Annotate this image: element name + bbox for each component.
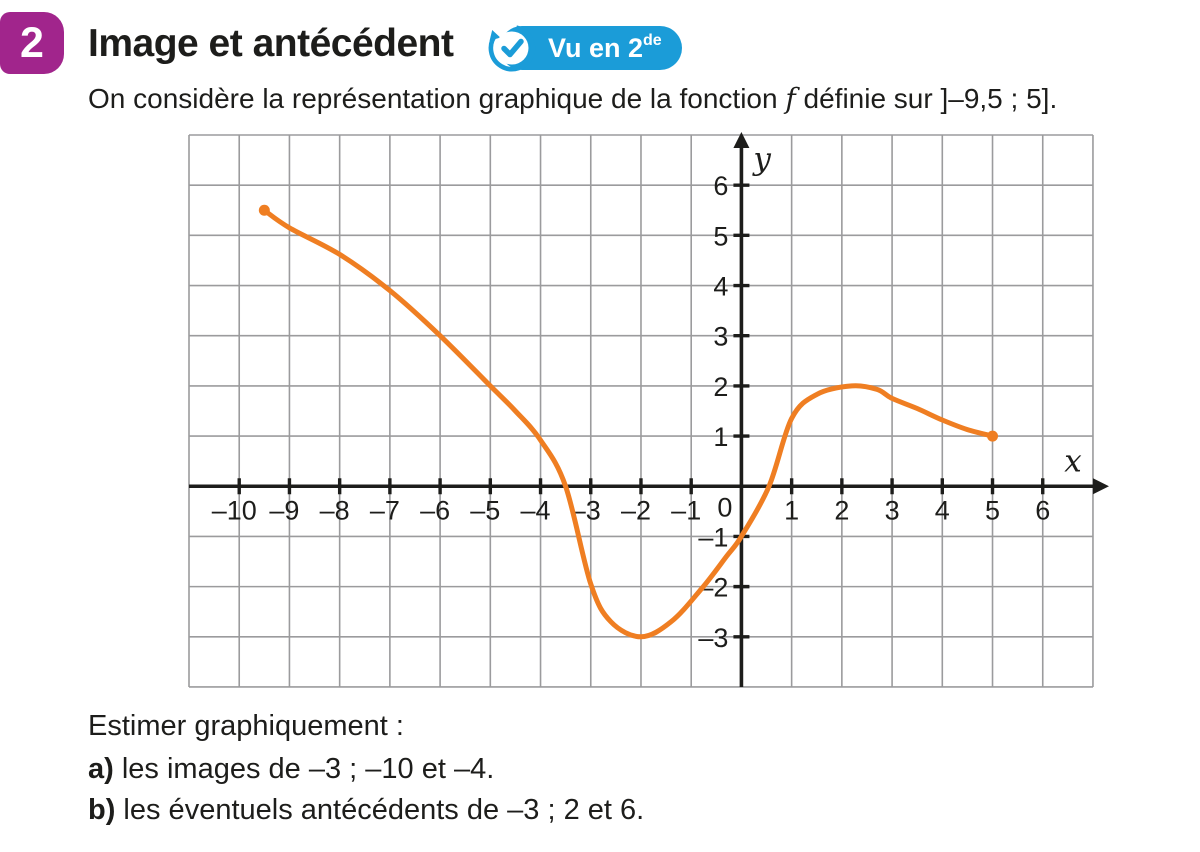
x-tick-label: –2 — [621, 495, 651, 525]
x-tick-label: –8 — [320, 495, 350, 525]
y-axis-label: y — [751, 141, 771, 177]
vu-badge-superscript: de — [643, 31, 662, 49]
question-b-label: b) — [88, 794, 116, 826]
y-tick-label: 1 — [713, 422, 728, 452]
y-tick-label: 2 — [713, 372, 728, 402]
exercise-number: 2 — [20, 18, 44, 67]
x-axis-label: x — [1064, 443, 1082, 479]
question-b: b) les éventuels antécédents de –3 ; 2 e… — [88, 794, 645, 826]
function-graph: –10 –9 –8 –7 –6 –5 –4 –3 –2 –1 1 2 3 4 5 60654321–1–2–3… — [188, 132, 1109, 688]
y-tick-label: 3 — [713, 322, 728, 352]
y-tick-label: 4 — [713, 272, 728, 302]
y-tick-label: –3 — [698, 623, 728, 653]
x-tick-label: –10 — [212, 495, 257, 525]
question-a: a) les images de –3 ; –10 et –4. — [88, 753, 495, 785]
y-tick-label: 5 — [713, 221, 728, 251]
x-tick-label: –4 — [521, 495, 551, 525]
x-tick-label: –7 — [370, 495, 400, 525]
x-tick-label: 1 — [784, 495, 799, 525]
x-tick-label: 3 — [885, 495, 900, 525]
x-axis-arrow — [1092, 478, 1109, 495]
y-tick-label: 6 — [713, 171, 728, 201]
x-tick-label: –1 — [671, 495, 701, 525]
question-lead: Estimer graphiquement : — [88, 710, 404, 742]
x-tick-label: 4 — [935, 495, 950, 525]
curve-endpoint-dot — [987, 430, 999, 442]
exercise-title: Image et antécédent — [88, 22, 454, 65]
revisit-check-icon — [488, 25, 536, 72]
y-tick-label: –1 — [698, 522, 728, 552]
revisit-arrow-head — [489, 30, 501, 41]
check-mark — [501, 38, 524, 58]
question-a-label: a) — [88, 753, 114, 785]
vu-en-2de-badge: Vu en 2de — [500, 26, 682, 70]
origin-label: 0 — [717, 492, 732, 522]
x-tick-label: –6 — [420, 495, 450, 525]
curve-endpoint-dot — [258, 204, 270, 216]
function-curve — [261, 207, 995, 640]
revisit-arrow-arc — [488, 25, 536, 72]
exercise-number-badge: 2 — [0, 12, 64, 74]
x-tick-label: –5 — [470, 495, 500, 525]
function-name: f — [785, 82, 796, 115]
x-tick-label: –9 — [269, 495, 299, 525]
vu-badge-label: Vu en 2de — [548, 31, 662, 63]
x-tick-label: 6 — [1035, 495, 1050, 525]
x-tick-label: 2 — [834, 495, 849, 525]
intro-text: On considère la représentation graphique… — [88, 82, 1058, 115]
x-tick-label: 5 — [985, 495, 1000, 525]
y-axis-arrow — [733, 132, 750, 148]
